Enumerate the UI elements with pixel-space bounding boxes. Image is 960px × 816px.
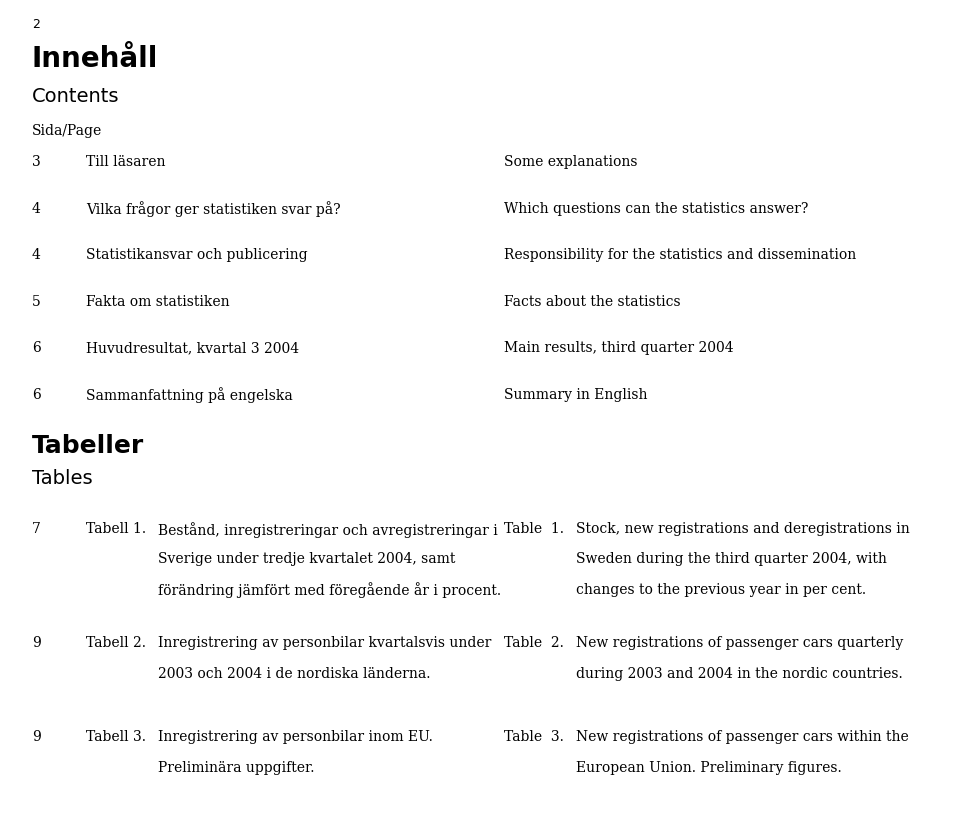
Text: Table  1.: Table 1. bbox=[504, 522, 564, 536]
Text: Till läsaren: Till läsaren bbox=[86, 155, 166, 169]
Text: Tabell 1.: Tabell 1. bbox=[86, 522, 147, 536]
Text: Tabell 2.: Tabell 2. bbox=[86, 636, 146, 650]
Text: Facts about the statistics: Facts about the statistics bbox=[504, 295, 681, 308]
Text: 6: 6 bbox=[32, 341, 40, 355]
Text: Preliminära uppgifter.: Preliminära uppgifter. bbox=[158, 761, 315, 774]
Text: Tabell 3.: Tabell 3. bbox=[86, 730, 146, 744]
Text: 6: 6 bbox=[32, 388, 40, 401]
Text: Summary in English: Summary in English bbox=[504, 388, 647, 401]
Text: Innehåll: Innehåll bbox=[32, 45, 158, 73]
Text: förändring jämfört med föregående år i procent.: förändring jämfört med föregående år i p… bbox=[158, 583, 501, 598]
Text: Some explanations: Some explanations bbox=[504, 155, 637, 169]
Text: Huvudresultat, kvartal 3 2004: Huvudresultat, kvartal 3 2004 bbox=[86, 341, 300, 355]
Text: Stock, new registrations and deregistrations in: Stock, new registrations and deregistrat… bbox=[576, 522, 910, 536]
Text: Table  2.: Table 2. bbox=[504, 636, 564, 650]
Text: 9: 9 bbox=[32, 636, 40, 650]
Text: 7: 7 bbox=[32, 522, 40, 536]
Text: Main results, third quarter 2004: Main results, third quarter 2004 bbox=[504, 341, 733, 355]
Text: during 2003 and 2004 in the nordic countries.: during 2003 and 2004 in the nordic count… bbox=[576, 667, 902, 681]
Text: Vilka frågor ger statistiken svar på?: Vilka frågor ger statistiken svar på? bbox=[86, 202, 341, 217]
Text: Bestånd, inregistreringar och avregistreringar i: Bestånd, inregistreringar och avregistre… bbox=[158, 522, 498, 538]
Text: New registrations of passenger cars within the: New registrations of passenger cars with… bbox=[576, 730, 909, 744]
Text: 2: 2 bbox=[32, 18, 39, 31]
Text: European Union. Preliminary figures.: European Union. Preliminary figures. bbox=[576, 761, 842, 774]
Text: Inregistrering av personbilar inom EU.: Inregistrering av personbilar inom EU. bbox=[158, 730, 433, 744]
Text: Inregistrering av personbilar kvartalsvis under: Inregistrering av personbilar kvartalsvi… bbox=[158, 636, 492, 650]
Text: Table  3.: Table 3. bbox=[504, 730, 564, 744]
Text: Sweden during the third quarter 2004, with: Sweden during the third quarter 2004, wi… bbox=[576, 552, 887, 566]
Text: 2003 och 2004 i de nordiska länderna.: 2003 och 2004 i de nordiska länderna. bbox=[158, 667, 431, 681]
Text: Tabeller: Tabeller bbox=[32, 434, 144, 458]
Text: changes to the previous year in per cent.: changes to the previous year in per cent… bbox=[576, 583, 866, 596]
Text: 9: 9 bbox=[32, 730, 40, 744]
Text: Which questions can the statistics answer?: Which questions can the statistics answe… bbox=[504, 202, 808, 215]
Text: Tables: Tables bbox=[32, 469, 92, 488]
Text: Sverige under tredje kvartalet 2004, samt: Sverige under tredje kvartalet 2004, sam… bbox=[158, 552, 456, 566]
Text: Contents: Contents bbox=[32, 87, 119, 106]
Text: 3: 3 bbox=[32, 155, 40, 169]
Text: 4: 4 bbox=[32, 202, 40, 215]
Text: New registrations of passenger cars quarterly: New registrations of passenger cars quar… bbox=[576, 636, 903, 650]
Text: Responsibility for the statistics and dissemination: Responsibility for the statistics and di… bbox=[504, 248, 856, 262]
Text: Statistikansvar och publicering: Statistikansvar och publicering bbox=[86, 248, 308, 262]
Text: Sida/Page: Sida/Page bbox=[32, 124, 102, 138]
Text: Sammanfattning på engelska: Sammanfattning på engelska bbox=[86, 388, 293, 403]
Text: Fakta om statistiken: Fakta om statistiken bbox=[86, 295, 230, 308]
Text: 5: 5 bbox=[32, 295, 40, 308]
Text: 4: 4 bbox=[32, 248, 40, 262]
